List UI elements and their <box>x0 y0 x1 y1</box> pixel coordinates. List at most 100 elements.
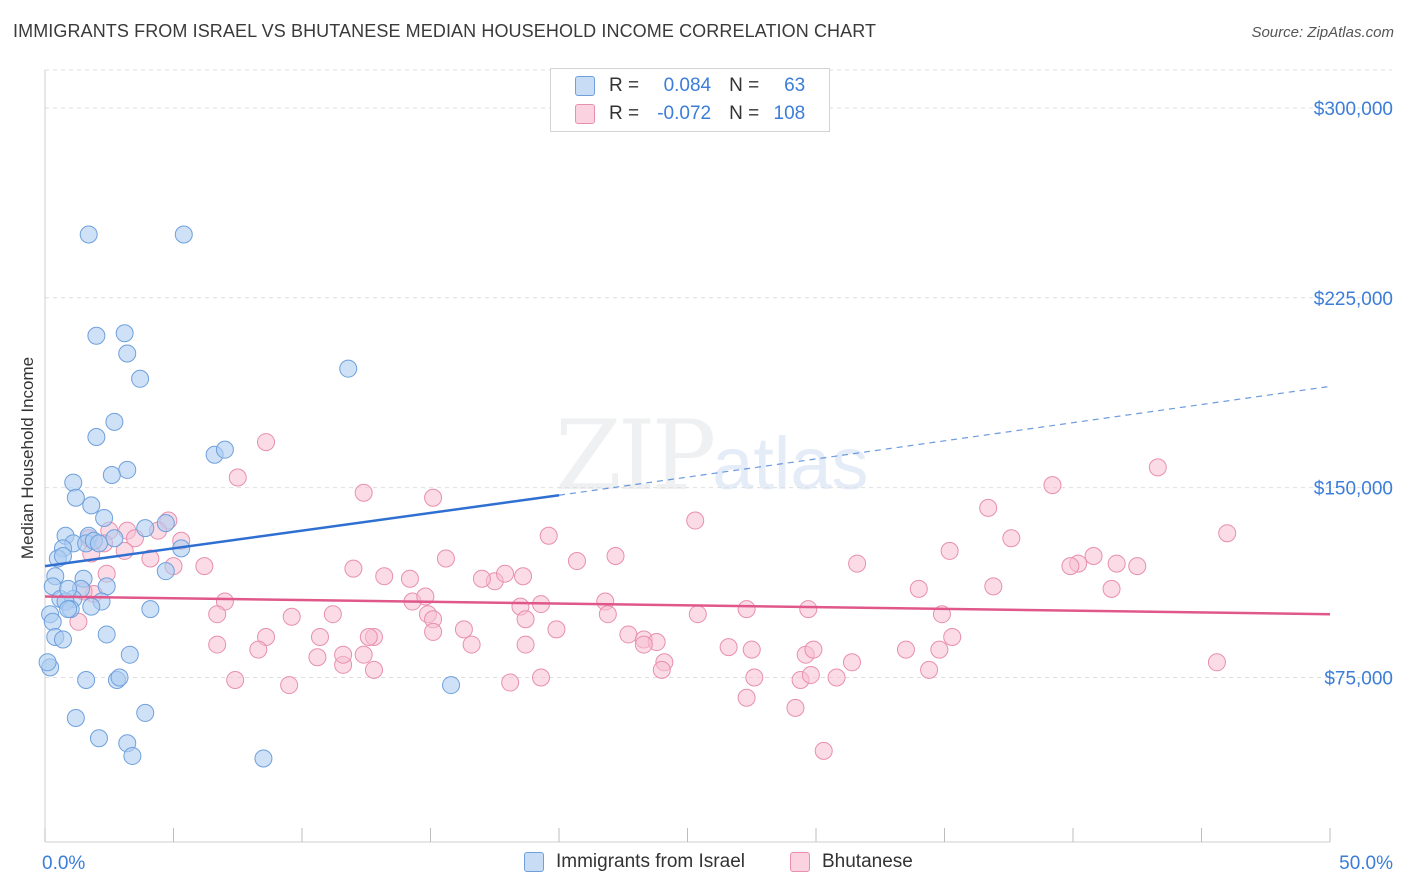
israel-point <box>97 577 116 596</box>
y-tick-label: $75,000 <box>1324 668 1393 689</box>
bhutanese-point <box>943 627 962 646</box>
legend-r-label: R = <box>609 75 640 96</box>
israel-point <box>59 579 78 598</box>
bhutanese-point <box>920 660 939 679</box>
israel-point <box>89 534 108 553</box>
bhutanese-point <box>745 668 764 687</box>
bhutanese-point <box>282 607 301 626</box>
grid-lines <box>45 69 1392 678</box>
bhutanese-point <box>400 569 419 588</box>
israel-swatch <box>524 852 544 872</box>
israel-point <box>442 676 461 695</box>
bhutanese-point <box>539 526 558 545</box>
bhutanese-point <box>984 577 1003 596</box>
bhutanese-point <box>208 635 227 654</box>
legend-item-israel[interactable]: Immigrants from Israel <box>524 851 745 873</box>
israel-point <box>215 440 234 459</box>
legend-item-bhutanese[interactable]: Bhutanese <box>790 851 913 873</box>
israel-point <box>66 708 85 727</box>
israel-point <box>95 509 114 528</box>
israel-point <box>254 749 273 768</box>
israel-point <box>123 746 142 765</box>
bhutanese-point <box>496 564 515 583</box>
bhutanese-point <box>652 660 671 679</box>
bhutanese-swatch <box>790 852 810 872</box>
bhutanese-point <box>940 541 959 560</box>
israel-point <box>38 653 57 672</box>
bhutanese-point <box>226 671 245 690</box>
bhutanese-point <box>567 552 586 571</box>
bhutanese-points <box>69 433 1237 760</box>
watermark-zip: ZIP <box>555 400 716 512</box>
bhutanese-point <box>804 640 823 659</box>
bhutanese-point <box>909 579 928 598</box>
israel-point <box>102 465 121 484</box>
y-tick-label: $150,000 <box>1314 479 1393 500</box>
israel-point <box>87 326 106 345</box>
israel-point <box>97 625 116 644</box>
bhutanese-point <box>280 676 299 695</box>
israel-point <box>131 369 150 388</box>
bhutanese-point <box>786 698 805 717</box>
watermark-atlas: atlas <box>712 422 869 505</box>
legend-row-israel: R = 0.084 N = 63 <box>575 73 805 99</box>
bhutanese-point <box>896 640 915 659</box>
legend-n-label: N = <box>729 75 760 96</box>
israel-point <box>53 630 72 649</box>
bhutanese-point <box>472 569 491 588</box>
bhutanese-point <box>344 559 363 578</box>
bhutanese-point <box>514 567 533 586</box>
bhutanese-point <box>742 640 761 659</box>
israel-point <box>59 600 78 619</box>
bhutanese-trend-line <box>44 595 1331 616</box>
x-tick-label-max: 50.0% <box>1339 853 1393 874</box>
bhutanese-point <box>606 546 625 565</box>
y-tick-labels: $75,000 $150,000 $225,000 $300,000 <box>1314 99 1393 690</box>
bhutanese-point <box>719 638 738 657</box>
bhutanese-point <box>424 488 443 507</box>
legend-r-value: -0.072 <box>657 103 712 124</box>
bhutanese-point <box>737 688 756 707</box>
israel-swatch <box>575 76 595 96</box>
bhutanese-point <box>634 635 653 654</box>
chart-title: IMMIGRANTS FROM ISRAEL VS BHUTANESE MEDI… <box>13 21 877 41</box>
israel-trend-line <box>44 493 560 568</box>
israel-points <box>38 225 461 768</box>
bhutanese-point <box>516 610 535 629</box>
bhutanese-point <box>141 549 160 568</box>
bhutanese-point <box>208 605 227 624</box>
legend-r-value: 0.084 <box>663 75 712 96</box>
bhutanese-point <box>454 620 473 639</box>
bhutanese-point <box>334 645 353 664</box>
bhutanese-point <box>436 549 455 568</box>
bhutanese-point <box>501 673 520 692</box>
bhutanese-point <box>930 640 949 659</box>
israel-point <box>115 324 134 343</box>
bhutanese-point <box>842 653 861 672</box>
israel-point <box>156 562 175 581</box>
bhutanese-point <box>228 468 247 487</box>
israel-point <box>156 514 175 533</box>
correlation-legend: R = 0.084 N = 63 R = -0.072 N = 108 <box>550 68 830 132</box>
israel-trend-extension <box>558 385 1331 496</box>
bhutanese-point <box>1107 554 1126 573</box>
israel-point <box>339 359 358 378</box>
legend-n-label: N = <box>729 103 760 124</box>
israel-point <box>141 600 160 619</box>
israel-point <box>105 529 124 548</box>
bhutanese-point <box>308 648 327 667</box>
bhutanese-point <box>801 665 820 684</box>
bhutanese-point <box>686 511 705 530</box>
bhutanese-swatch <box>575 104 595 124</box>
bhutanese-point <box>598 605 617 624</box>
bhutanese-point <box>364 660 383 679</box>
israel-point <box>118 460 137 479</box>
bhutanese-point <box>827 668 846 687</box>
trend-lines <box>44 385 1331 616</box>
zipatlas-watermark: ZIPatlas <box>555 400 869 512</box>
bhutanese-point <box>354 483 373 502</box>
bhutanese-point <box>516 635 535 654</box>
legend-label-bhutanese: Bhutanese <box>822 851 913 872</box>
israel-point <box>43 612 62 631</box>
